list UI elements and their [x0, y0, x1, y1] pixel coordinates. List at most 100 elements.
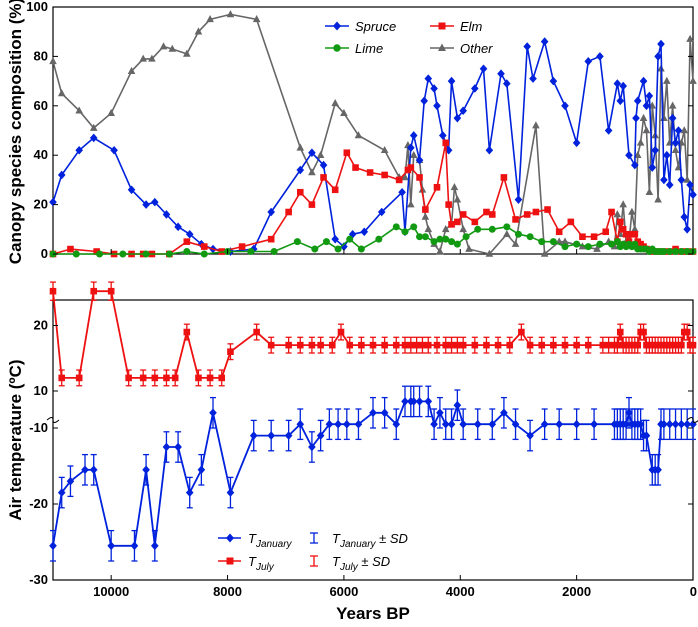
- spruce-point: [185, 229, 194, 239]
- t-january-point: [130, 541, 139, 551]
- lime-point: [357, 245, 365, 253]
- elm-point: [395, 176, 403, 184]
- other-point: [660, 113, 668, 121]
- spruce-point: [110, 145, 118, 155]
- top-y-tick-label: 0: [41, 246, 48, 261]
- spruce-point: [668, 113, 677, 123]
- spruce-point: [514, 195, 523, 204]
- other-point: [409, 150, 418, 158]
- other-point: [532, 121, 540, 129]
- other-point: [407, 200, 415, 208]
- t-july-point: [599, 341, 607, 349]
- other-point: [450, 183, 459, 191]
- t-january-point: [500, 408, 508, 418]
- axis-break-left: [46, 417, 60, 423]
- t-january-point: [197, 465, 206, 475]
- bottom-series-group: [49, 281, 697, 562]
- t-january-point: [334, 419, 342, 429]
- other-point: [642, 126, 651, 134]
- bottom-y-tick-label: -20: [29, 496, 48, 511]
- lime-point: [334, 245, 342, 253]
- t-january-point: [511, 419, 520, 429]
- elm-point: [296, 188, 304, 196]
- t-january-point: [642, 431, 651, 440]
- spruce-point: [613, 79, 622, 88]
- elm-point: [416, 174, 423, 181]
- t-january-point: [81, 465, 89, 475]
- other-point: [107, 108, 115, 117]
- spruce-point: [651, 145, 659, 155]
- other-point: [206, 15, 214, 23]
- t-january-point: [488, 419, 497, 429]
- spruce-point: [572, 138, 581, 148]
- top-plot-frame: [52, 6, 694, 255]
- elm-point: [238, 243, 246, 250]
- elm-point: [631, 230, 639, 238]
- axis-break-marks: [46, 417, 698, 423]
- t-january-point: [526, 431, 534, 440]
- lime-point: [401, 228, 409, 236]
- t-july-point: [640, 328, 647, 336]
- other-point: [645, 187, 654, 196]
- elm-point: [422, 206, 429, 213]
- other-point: [89, 123, 98, 131]
- other-point: [668, 101, 677, 109]
- spruce-point: [689, 190, 697, 200]
- lime-point: [410, 223, 418, 231]
- x-tick-label: 4000: [446, 584, 475, 599]
- spruce-point: [424, 74, 433, 83]
- elm-point: [459, 211, 467, 218]
- t-july-point: [107, 287, 115, 295]
- top-y-tick-label: 60: [34, 98, 48, 113]
- other-point: [671, 145, 680, 154]
- spruce-point: [645, 91, 654, 101]
- spruce-point: [663, 150, 671, 160]
- legend-lime-label: Lime: [355, 41, 383, 56]
- t-january-point: [267, 431, 275, 440]
- lime-point: [453, 240, 461, 248]
- legend-other-label: Other: [460, 41, 493, 56]
- legend-t-july-marker: [226, 557, 234, 565]
- t-july-point: [296, 341, 304, 349]
- lime-point: [677, 248, 685, 256]
- t-july-point: [218, 374, 226, 382]
- t-january-point: [226, 488, 235, 497]
- other-point: [633, 150, 642, 158]
- other-point: [561, 237, 569, 245]
- lime-point: [596, 240, 604, 248]
- t-january-point: [369, 408, 377, 418]
- elm-point: [407, 164, 415, 171]
- elm-point: [352, 164, 359, 171]
- t-july-point: [58, 374, 66, 382]
- t-july-point: [369, 341, 377, 349]
- lime-point: [462, 233, 470, 241]
- spruce-point: [453, 113, 462, 123]
- spruce-point: [439, 131, 447, 140]
- spruce-point: [686, 180, 694, 190]
- t-january-point: [555, 419, 563, 429]
- t-july-point: [285, 341, 292, 349]
- t-july-point: [346, 341, 354, 349]
- t-july-point: [506, 341, 514, 349]
- lime-point: [392, 223, 400, 231]
- t-january-point: [683, 419, 691, 429]
- lime-point: [375, 235, 383, 243]
- lime-point: [660, 248, 668, 256]
- t-july-point: [49, 287, 57, 295]
- other-point: [354, 131, 363, 139]
- spruce-point: [360, 227, 369, 237]
- spruce-point: [625, 150, 633, 160]
- other-point: [418, 185, 427, 193]
- other-point: [485, 249, 494, 257]
- t-january-point: [540, 419, 549, 429]
- spruce-point: [267, 207, 275, 217]
- elm-point: [579, 233, 586, 241]
- t-january-point: [671, 419, 680, 429]
- t-july-point: [605, 341, 612, 349]
- spruce-point: [75, 145, 83, 155]
- t-january-point: [430, 419, 438, 429]
- other-point: [316, 150, 325, 158]
- t-july-line: [52, 290, 693, 379]
- spruce-point: [479, 64, 488, 74]
- other-point: [159, 42, 168, 50]
